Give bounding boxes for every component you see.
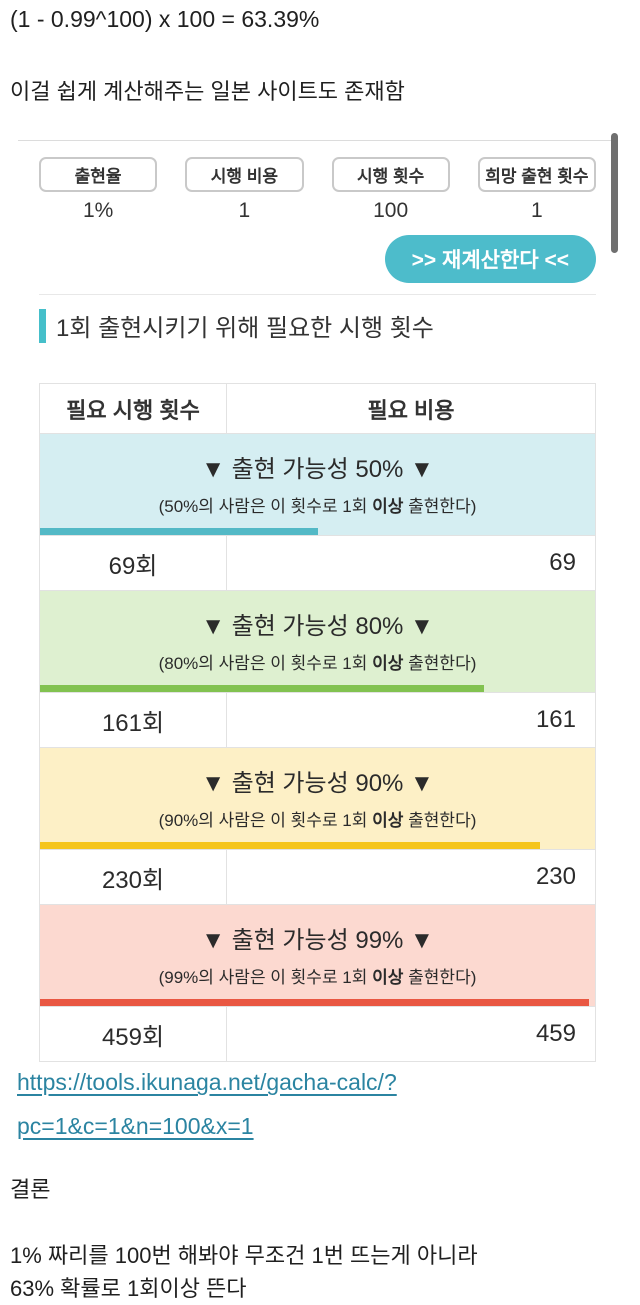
formula-text: (1 - 0.99^100) x 100 = 63.39% [10,6,320,32]
col-header-cost: 필요 비용 [226,383,596,434]
field-trial-cost: 시행 비용 [185,157,304,192]
section-title-text: 1회 출현시키기 위해 필요한 시행 횟수 [56,315,434,342]
col-header-trials: 필요 시행 횟수 [39,383,227,434]
tier-banner-note: (99%의 사람은 이 횟수로 1회 이상 출현한다) [158,968,477,987]
trial-cost-input[interactable]: 1 [238,199,251,222]
tier-banner-title: ▼ 출현 가능성 90% ▼ [201,770,434,797]
tier-banner-note: (50%의 사람은 이 횟수로 1회 이상 출현한다) [158,497,477,516]
link-line-1[interactable]: https://tools.ikunaga.net/gacha-calc/? [17,1069,397,1095]
gacha-calc-link[interactable]: https://tools.ikunaga.net/gacha-calc/? p… [17,1060,397,1148]
appearance-rate-input[interactable]: 1% [82,199,114,222]
tier-progress-bar [40,842,540,849]
tier-banner-cell: ▼ 출현 가능성 50% ▼ (50%의 사람은 이 횟수로 1회 이상 출현한다… [39,433,596,536]
tier-banner-title: ▼ 출현 가능성 99% ▼ [201,927,434,954]
tier-value-row: 230회 230 [39,849,596,905]
tier-cost-value: 161 [226,692,596,748]
tier-banner-cell: ▼ 출현 가능성 99% ▼ (99%의 사람은 이 횟수로 1회 이상 출현한다… [39,904,596,1007]
tier-banner-cell: ▼ 출현 가능성 90% ▼ (90%의 사람은 이 횟수로 1회 이상 출현한다… [39,747,596,850]
trial-count-input[interactable]: 100 [373,199,409,222]
tier-cost-value: 69 [226,535,596,591]
tier-banner-title: ▼ 출현 가능성 80% ▼ [201,613,434,640]
conclusion-line-1: 1% 짜리를 100번 해봐야 무조건 1번 뜨는게 아니라 [10,1243,478,1268]
title-accent-bar [39,308,46,343]
tier-progress-bar [40,528,318,535]
desired-count-input[interactable]: 1 [531,199,543,222]
field-trial-count: 시행 횟수 [331,157,450,192]
tier-banner-note: (90%의 사람은 이 횟수로 1회 이상 출현한다) [158,811,477,830]
tier-progress-bar [40,999,590,1006]
tier-cost-value: 459 [226,1006,596,1062]
conclusion-heading: 결론 [10,1177,51,1202]
tier-banner-row: ▼ 출현 가능성 50% ▼ (50%의 사람은 이 횟수로 1회 이상 출현한다… [39,433,596,536]
tier-cost-value: 230 [226,849,596,905]
input-label-row: 출현율 시행 비용 시행 횟수 희망 출현 횟수 [39,157,596,192]
intro-text: 이걸 쉽게 계산해주는 일본 사이트도 존재함 [10,79,405,104]
scrollbar-thumb[interactable] [611,133,618,253]
tier-trials-value: 161회 [39,692,227,748]
field-appearance-rate: 출현율 [39,157,158,192]
tier-banner-row: ▼ 출현 가능성 90% ▼ (90%의 사람은 이 횟수로 1회 이상 출현한다… [39,747,596,850]
tier-banner-title: ▼ 출현 가능성 50% ▼ [201,456,434,483]
tier-progress-bar [40,685,484,692]
tier-banner-row: ▼ 출현 가능성 99% ▼ (99%의 사람은 이 횟수로 1회 이상 출현한다… [39,904,596,1007]
field-desired-count: 희망 출현 횟수 [477,157,596,192]
section-title: 1회 출현시키기 위해 필요한 시행 횟수 [39,308,596,343]
tier-banner-row: ▼ 출현 가능성 80% ▼ (80%의 사람은 이 횟수로 1회 이상 출현한다… [39,590,596,693]
recalculate-button[interactable]: >> 재계산한다 << [384,235,596,283]
tier-trials-value: 69회 [39,535,227,591]
conclusion-text: 1% 짜리를 100번 해봐야 무조건 1번 뜨는게 아니라 63% 확률로 1… [10,1239,478,1305]
tier-banner-cell: ▼ 출현 가능성 80% ▼ (80%의 사람은 이 횟수로 1회 이상 출현한다… [39,590,596,693]
tier-banner-note: (80%의 사람은 이 횟수로 1회 이상 출현한다) [158,654,477,673]
result-table: 필요 시행 횟수 필요 비용 ▼ 출현 가능성 50% ▼ (50%의 사람은 이… [39,383,596,1062]
tier-value-row: 69회 69 [39,535,596,591]
input-value-row: 1% 1 100 1 [39,197,596,225]
tier-value-row: 161회 161 [39,692,596,748]
link-line-2[interactable]: pc=1&c=1&n=100&x=1 [17,1113,254,1139]
tier-value-row: 459회 459 [39,1006,596,1062]
divider [39,294,596,295]
tier-trials-value: 230회 [39,849,227,905]
tier-trials-value: 459회 [39,1006,227,1062]
calculator-embed: 출현율 시행 비용 시행 횟수 희망 출현 횟수 1% 1 100 1 >> 재… [18,140,618,1062]
